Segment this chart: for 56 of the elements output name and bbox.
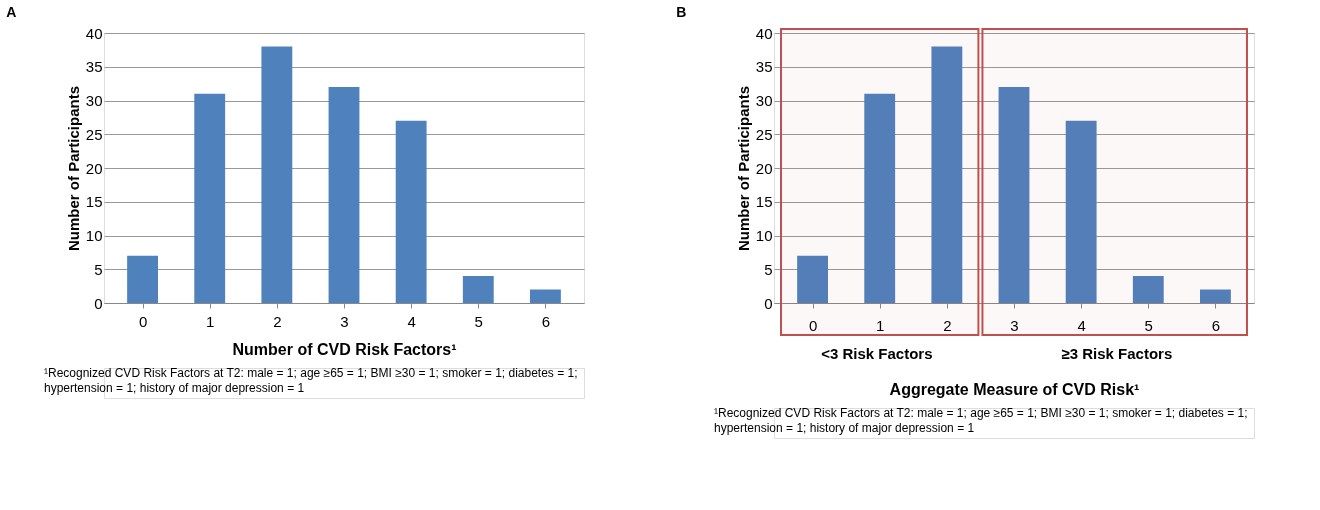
band-label: ≥3 Risk Factors [1061, 345, 1173, 362]
bar [328, 87, 360, 303]
y-tick-label: 30 [85, 92, 103, 109]
y-tick-label: 40 [85, 24, 103, 42]
y-tick-label: 20 [85, 159, 103, 177]
y-tick-label: 0 [764, 294, 773, 312]
y-tick-label: 35 [85, 58, 103, 76]
x-tick-label: 2 [943, 316, 952, 334]
y-tick-label: 40 [755, 24, 773, 42]
band-label: <3 Risk Factors [821, 345, 933, 362]
x-axis-title: Number of CVD Risk Factors¹ [232, 340, 457, 358]
bar [261, 46, 293, 303]
x-tick-label: 0 [138, 312, 148, 330]
x-tick-label: 5 [474, 312, 483, 330]
y-tick-label: 25 [85, 125, 103, 143]
x-axis-title: Aggregate Measure of CVD Risk¹ [889, 380, 1140, 398]
bar [1132, 276, 1164, 303]
x-tick-label: 1 [206, 312, 215, 330]
y-tick-label: 20 [755, 159, 773, 177]
x-tick-label: 3 [340, 312, 349, 330]
x-tick-label: 4 [407, 312, 416, 330]
x-tick-label: 4 [1077, 316, 1086, 334]
bar [462, 276, 494, 303]
y-tick-label: 0 [94, 294, 103, 312]
text: ¹Recognized CVD Risk Factors at T2: male = 1; age ≥65 = 1; BMI ≥30 = 1; smoker = 1; diabetes = 1; hypertension = 1; history of major depression = 1 [714, 406, 1248, 435]
x-tick-label: 5 [1144, 316, 1153, 334]
text: ¹Recognized CVD Risk Factors at T2: male = 1; age ≥65 = 1; BMI ≥30 = 1; smoker = 1; diabetes = 1; hypertension = 1; history of major depression = 1 [44, 366, 578, 395]
x-tick-label: 0 [808, 316, 818, 334]
y-tick-label: 15 [755, 193, 773, 211]
x-tick-label: 1 [876, 316, 885, 334]
bar [395, 120, 427, 303]
text: A [6, 4, 17, 20]
bar [127, 255, 158, 303]
bar [1065, 120, 1097, 303]
x-tick-label: 6 [541, 312, 551, 330]
y-tick-label: 5 [764, 260, 773, 278]
bar [864, 93, 896, 303]
x-tick-label: 6 [1211, 316, 1221, 334]
bar [931, 46, 963, 303]
y-tick-label: 30 [755, 92, 773, 109]
bar [530, 289, 561, 303]
y-tick-label: 15 [85, 193, 103, 211]
y-tick-label: 10 [85, 227, 103, 244]
text: B [676, 4, 687, 20]
y-tick-label: 25 [755, 125, 773, 143]
bar [1200, 289, 1231, 303]
x-tick-label: 3 [1010, 316, 1019, 334]
y-tick-label: 10 [755, 227, 773, 244]
x-tick-label: 2 [273, 312, 282, 330]
y-axis-title: Number of Participants [64, 85, 82, 252]
y-tick-label: 5 [94, 260, 103, 278]
bar [194, 93, 226, 303]
y-tick-label: 35 [755, 58, 773, 76]
y-axis-title: Number of Participants [734, 85, 752, 252]
bar [998, 87, 1030, 303]
bar [797, 255, 828, 303]
